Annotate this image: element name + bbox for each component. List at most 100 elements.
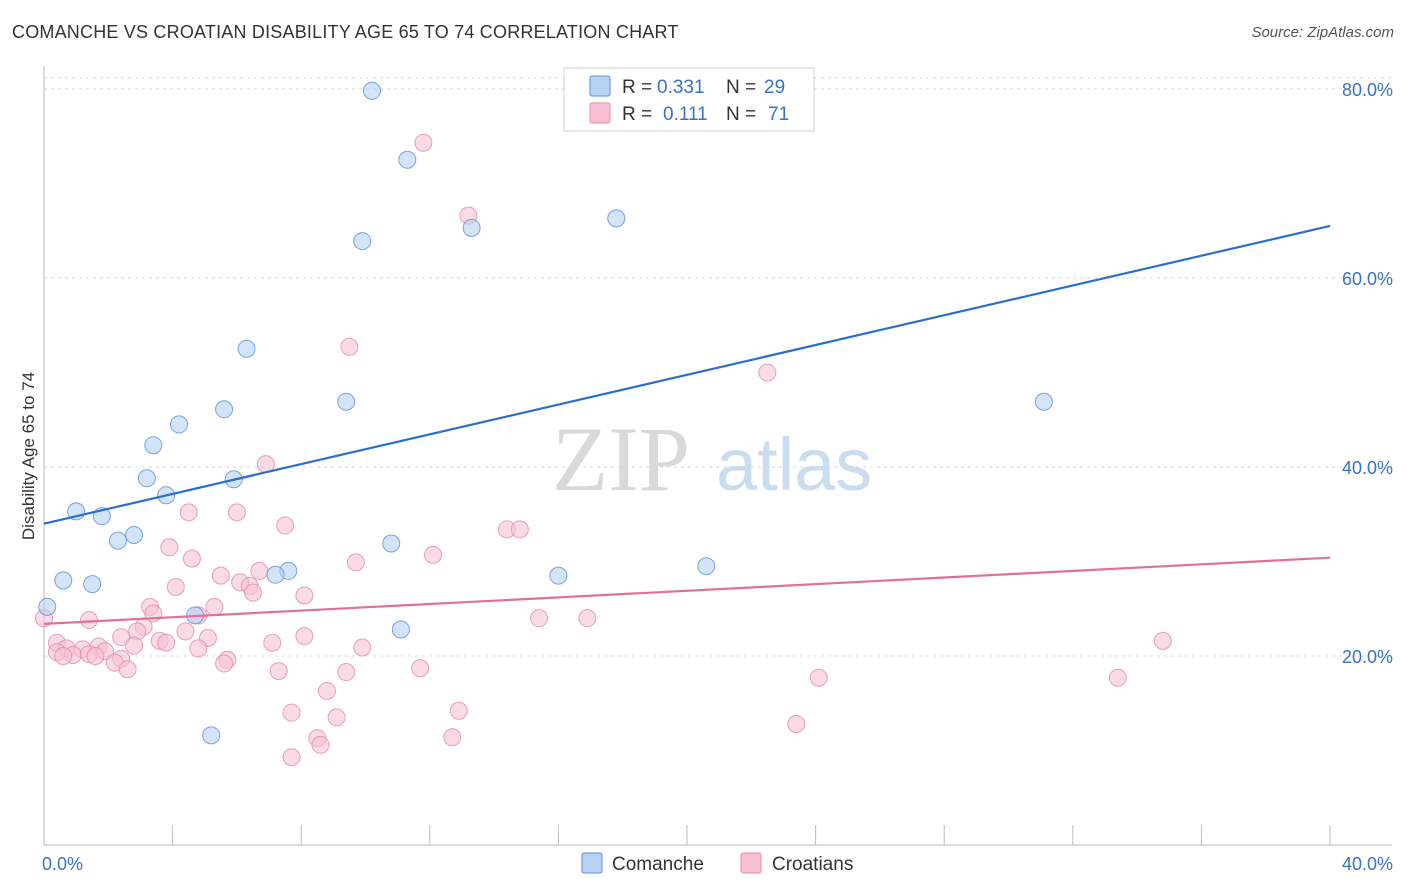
point-comanche-19 <box>266 565 285 584</box>
stats-legend: R = 0.331 N = 29 R = 0.111 N = 71 <box>563 67 815 132</box>
point-croatians-19 <box>243 583 262 602</box>
x-tick-labels: 0.0% 40.0% <box>42 854 1393 874</box>
point-comanche-10 <box>137 469 156 488</box>
point-croatians-26 <box>530 609 549 628</box>
point-croatians-57 <box>411 659 430 678</box>
point-comanche-1 <box>398 150 417 169</box>
point-croatians-6 <box>227 503 246 522</box>
point-croatians-59 <box>1108 668 1127 687</box>
y-tick-label-1: 40.0% <box>1342 458 1393 478</box>
legend-swatch-comanche <box>589 75 611 97</box>
point-croatians-15 <box>211 566 230 585</box>
point-croatians-13 <box>346 553 365 572</box>
point-croatians-5 <box>179 503 198 522</box>
point-comanche-20 <box>549 566 568 585</box>
series-legend-label-croatians: Croatians <box>772 854 853 875</box>
point-comanche-2 <box>353 232 372 251</box>
point-comanche-27 <box>202 726 221 745</box>
point-comanche-15 <box>125 526 144 544</box>
point-comanche-26 <box>391 620 410 639</box>
point-croatians-11 <box>182 549 201 568</box>
point-croatians-58 <box>809 668 828 687</box>
point-croatians-18 <box>166 577 185 596</box>
point-croatians-62 <box>282 703 301 722</box>
point-croatians-36 <box>263 633 282 652</box>
point-croatians-67 <box>443 728 462 747</box>
point-croatians-65 <box>787 715 806 734</box>
legend-r-value-comanche: 0.331 <box>657 77 705 98</box>
legend-n-label-croatians: N = <box>726 104 756 125</box>
point-comanche-28 <box>1034 392 1053 411</box>
point-croatians-9 <box>510 520 529 539</box>
point-croatians-32 <box>112 628 131 647</box>
point-comanche-4 <box>607 209 626 228</box>
point-comanche-17 <box>382 534 401 553</box>
point-croatians-37 <box>125 636 144 655</box>
x-tick-label-0: 0.0% <box>42 854 83 874</box>
point-comanche-24 <box>38 597 57 616</box>
point-croatians-68 <box>311 735 330 754</box>
watermark: ZIP atlas <box>552 408 872 510</box>
series-legend-label-comanche: Comanche <box>612 854 704 875</box>
point-croatians-14 <box>250 561 269 580</box>
legend-swatch-croatians <box>589 102 611 124</box>
point-croatians-56 <box>337 663 356 682</box>
axes <box>43 66 1392 846</box>
trend-lines <box>43 224 1331 625</box>
point-comanche-8 <box>170 415 189 434</box>
point-croatians-30 <box>176 622 195 641</box>
point-croatians-10 <box>160 538 179 557</box>
y-tick-labels: 20.0% 40.0% 60.0% 80.0% <box>1342 80 1393 667</box>
series-legend: Comanche Croatians <box>581 852 853 875</box>
point-croatians-53 <box>215 654 234 673</box>
point-croatians-61 <box>317 681 336 700</box>
point-croatians-12 <box>424 545 443 564</box>
point-croatians-31 <box>295 627 314 646</box>
legend-n-value-comanche: 29 <box>764 77 785 98</box>
point-croatians-3 <box>758 363 777 382</box>
legend-n-value-croatians: 71 <box>768 104 789 125</box>
point-croatians-20 <box>295 586 314 605</box>
point-croatians-35 <box>157 633 176 652</box>
point-comanche-23 <box>83 575 102 594</box>
series-legend-swatch-comanche <box>581 852 603 874</box>
point-croatians-55 <box>269 662 288 681</box>
y-tick-label-2: 60.0% <box>1342 269 1393 289</box>
x-tick-label-1: 40.0% <box>1342 854 1393 874</box>
series-comanche-points <box>38 81 1053 745</box>
chart-title: COMANCHE VS CROATIAN DISABILITY AGE 65 T… <box>12 22 679 42</box>
point-comanche-16 <box>108 531 127 550</box>
legend-r-label-croatians: R = <box>622 104 652 125</box>
trend-line-croatians <box>43 556 1331 625</box>
point-comanche-9 <box>144 436 163 455</box>
point-comanche-7 <box>215 400 234 419</box>
y-tick-label-3: 80.0% <box>1342 80 1393 100</box>
source-label: Source: ZipAtlas.com <box>1251 24 1394 41</box>
point-croatians-43 <box>189 639 208 658</box>
trend-line-comanche <box>43 224 1331 525</box>
series-legend-swatch-croatians <box>740 852 762 874</box>
point-croatians-38 <box>353 638 372 657</box>
legend-r-value-croatians: 0.111 <box>663 104 708 125</box>
point-comanche-21 <box>697 557 716 576</box>
point-croatians-7 <box>276 516 295 535</box>
point-croatians-54 <box>118 660 137 679</box>
point-croatians-27 <box>578 609 597 628</box>
point-croatians-22 <box>205 597 224 616</box>
point-croatians-25 <box>80 611 99 630</box>
point-croatians-49 <box>86 646 105 665</box>
point-comanche-5 <box>237 339 256 358</box>
series-croatians-points <box>35 133 1172 767</box>
y-tick-label-0: 20.0% <box>1342 647 1393 667</box>
legend-n-label-comanche: N = <box>726 77 756 98</box>
point-croatians-2 <box>340 337 359 356</box>
point-croatians-0 <box>414 133 433 152</box>
point-croatians-69 <box>282 748 301 767</box>
point-comanche-3 <box>462 218 481 237</box>
point-croatians-47 <box>54 646 73 665</box>
point-croatians-63 <box>327 708 346 727</box>
watermark-atlas: atlas <box>716 423 872 506</box>
watermark-zip: ZIP <box>552 408 690 510</box>
point-croatians-60 <box>1153 631 1172 650</box>
